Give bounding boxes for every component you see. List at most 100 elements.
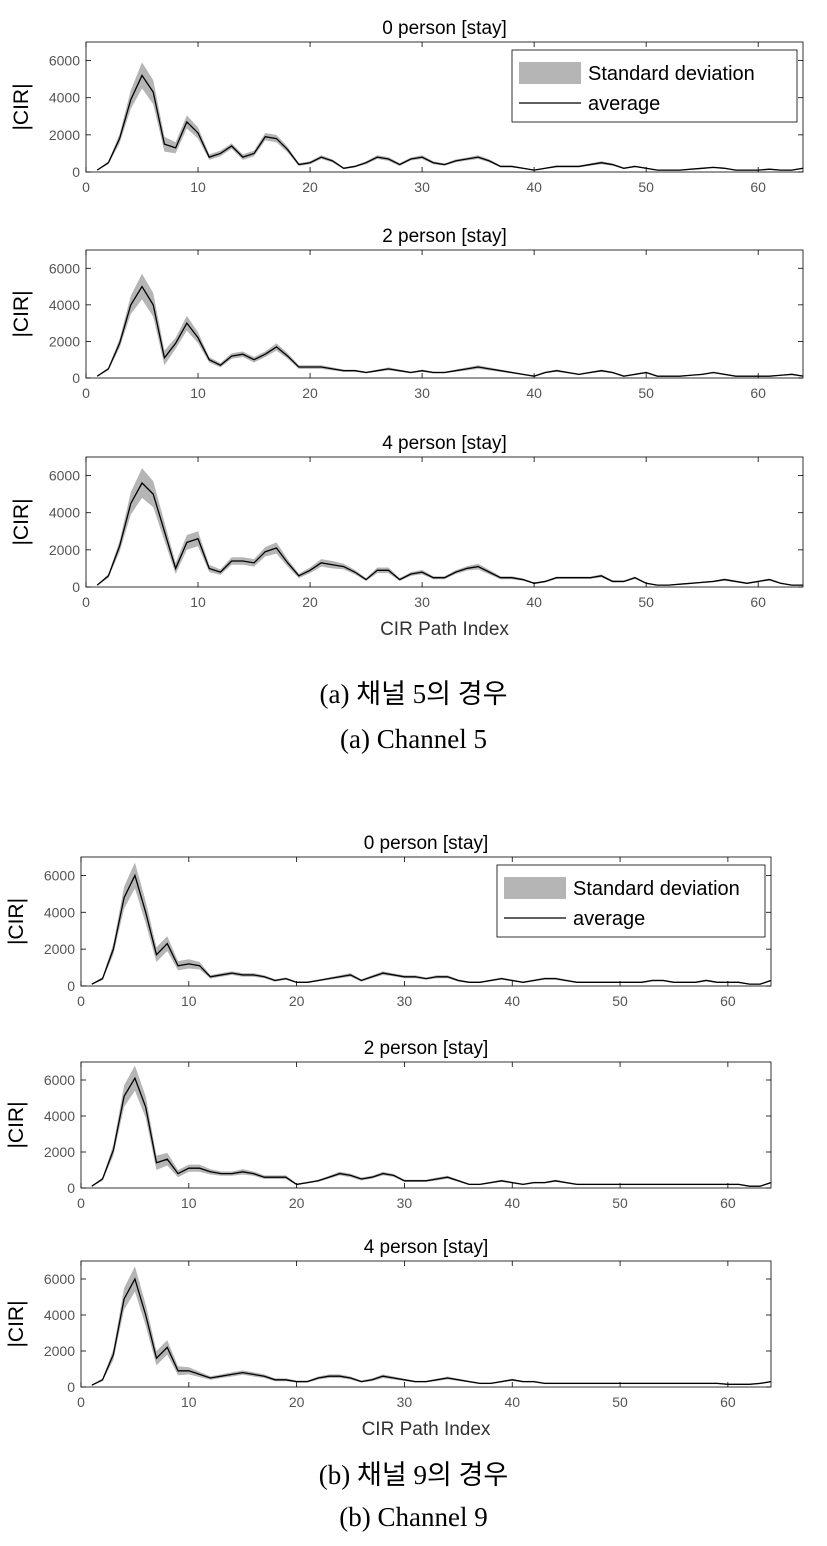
y-tick-label: 2000 bbox=[44, 941, 75, 957]
y-tick-label: 0 bbox=[67, 978, 75, 994]
caption-a-korean: (a) 채널 5의 경우 bbox=[319, 679, 508, 709]
x-tick-label: 0 bbox=[82, 179, 90, 195]
chart-panel-2: 0 10 20 30 40 50 60 0 2000 4000 6000 2 person [stay… bbox=[10, 226, 804, 401]
legend-avg-label: average bbox=[588, 93, 660, 115]
x-tick-label: 20 bbox=[302, 594, 318, 610]
y-tick-label: 4000 bbox=[44, 1108, 75, 1124]
x-tick-label: 30 bbox=[397, 993, 413, 1009]
x-tick-label: 40 bbox=[526, 385, 542, 401]
x-tick-label: 60 bbox=[750, 385, 766, 401]
legend-std-label: Standard deviation bbox=[588, 63, 755, 85]
chart-panel-4: 0 10 20 30 40 50 60 0 2000 4000 6000 0 person [stay… bbox=[5, 833, 772, 1009]
y-tick-label: 0 bbox=[72, 579, 80, 595]
plot-frame bbox=[85, 249, 804, 379]
x-tick-label: 40 bbox=[526, 179, 542, 195]
plot-frame bbox=[80, 1260, 772, 1388]
panel-title: 0 person [stay] bbox=[364, 833, 489, 854]
y-axis-label: |CIR| bbox=[5, 1300, 28, 1347]
y-tick-label: 0 bbox=[67, 1180, 75, 1196]
y-tick-label: 0 bbox=[67, 1379, 75, 1395]
x-tick-label: 0 bbox=[77, 993, 85, 1009]
x-tick-label: 50 bbox=[638, 179, 654, 195]
x-tick-label: 40 bbox=[504, 1394, 520, 1410]
average-line bbox=[96, 481, 803, 586]
legend-avg-label: average bbox=[573, 908, 645, 930]
std-band bbox=[97, 273, 803, 377]
average-line bbox=[96, 285, 804, 377]
legend-std-swatch bbox=[519, 62, 581, 84]
chart-panel-5: 0 10 20 30 40 50 60 0 2000 4000 6000 2 person [stay… bbox=[5, 1038, 772, 1211]
caption-b-korean: (b) 채널 9의 경우 bbox=[318, 1460, 509, 1490]
chart-panel-6: 0 10 20 30 40 50 60 0 2000 4000 6000 4 person [stay… bbox=[5, 1237, 772, 1440]
x-axis-label: CIR Path Index bbox=[380, 619, 509, 640]
x-tick-label: 30 bbox=[414, 594, 430, 610]
x-tick-label: 10 bbox=[181, 1195, 197, 1211]
average-line bbox=[96, 74, 804, 171]
y-tick-label: 2000 bbox=[49, 127, 80, 143]
x-tick-label: 0 bbox=[82, 594, 90, 610]
y-tick-label: 2000 bbox=[49, 333, 80, 349]
plot-frame bbox=[85, 456, 804, 588]
caption-b-english: (b) Channel 9 bbox=[339, 1502, 488, 1532]
panel-title: 4 person [stay] bbox=[382, 433, 507, 454]
legend: Standard deviation average bbox=[511, 49, 798, 123]
x-tick-label: 10 bbox=[181, 993, 197, 1009]
x-tick-label: 20 bbox=[302, 385, 318, 401]
x-tick-label: 30 bbox=[397, 1195, 413, 1211]
y-axis-label: |CIR| bbox=[10, 83, 33, 130]
x-tick-label: 50 bbox=[638, 385, 654, 401]
y-tick-label: 2000 bbox=[44, 1343, 75, 1359]
legend-std-label: Standard deviation bbox=[573, 878, 740, 900]
x-axis-label: CIR Path Index bbox=[362, 1419, 491, 1440]
x-tick-label: 20 bbox=[289, 1195, 305, 1211]
x-tick-label: 0 bbox=[77, 1394, 85, 1410]
x-tick-label: 50 bbox=[612, 1195, 628, 1211]
panel-title: 2 person [stay] bbox=[364, 1038, 489, 1059]
panel-title: 2 person [stay] bbox=[382, 226, 507, 247]
x-tick-label: 30 bbox=[397, 1394, 413, 1410]
average-line bbox=[91, 1076, 772, 1187]
y-tick-label: 4000 bbox=[44, 1307, 75, 1323]
average-line bbox=[91, 1277, 772, 1386]
x-tick-label: 60 bbox=[750, 594, 766, 610]
y-tick-label: 4000 bbox=[49, 90, 80, 106]
x-tick-label: 60 bbox=[720, 993, 736, 1009]
legend: Standard deviation average bbox=[496, 864, 766, 938]
x-tick-label: 60 bbox=[720, 1394, 736, 1410]
chart-panel-1: 0 10 20 30 40 50 60 0 2000 4000 6000 0 person [stay… bbox=[10, 18, 804, 195]
x-tick-label: 50 bbox=[612, 1394, 628, 1410]
y-axis-label: |CIR| bbox=[5, 898, 28, 945]
y-tick-label: 6000 bbox=[44, 1072, 75, 1088]
y-axis-label: |CIR| bbox=[5, 1101, 28, 1148]
y-tick-label: 2000 bbox=[49, 542, 80, 558]
y-tick-label: 6000 bbox=[44, 867, 75, 883]
y-tick-label: 4000 bbox=[49, 297, 80, 313]
y-tick-label: 2000 bbox=[44, 1144, 75, 1160]
x-tick-label: 20 bbox=[289, 993, 305, 1009]
x-tick-label: 50 bbox=[612, 993, 628, 1009]
x-tick-label: 10 bbox=[190, 594, 206, 610]
x-tick-label: 20 bbox=[302, 179, 318, 195]
x-tick-label: 0 bbox=[77, 1195, 85, 1211]
y-tick-label: 6000 bbox=[44, 1271, 75, 1287]
y-tick-label: 4000 bbox=[49, 505, 80, 521]
y-tick-label: 6000 bbox=[49, 260, 80, 276]
legend-std-swatch bbox=[504, 877, 566, 899]
x-tick-label: 50 bbox=[638, 594, 654, 610]
caption-a-english: (a) Channel 5 bbox=[340, 724, 487, 754]
x-tick-label: 40 bbox=[504, 1195, 520, 1211]
y-tick-label: 4000 bbox=[44, 904, 75, 920]
panel-title: 0 person [stay] bbox=[382, 18, 507, 39]
y-tick-label: 0 bbox=[72, 164, 80, 180]
x-tick-label: 60 bbox=[720, 1195, 736, 1211]
x-tick-label: 60 bbox=[750, 179, 766, 195]
x-tick-label: 40 bbox=[504, 993, 520, 1009]
x-tick-label: 0 bbox=[82, 385, 90, 401]
y-tick-label: 6000 bbox=[49, 468, 80, 484]
x-tick-label: 20 bbox=[289, 1394, 305, 1410]
x-tick-label: 30 bbox=[414, 179, 430, 195]
y-axis-label: |CIR| bbox=[10, 290, 33, 337]
x-tick-label: 30 bbox=[414, 385, 430, 401]
chart-panel-3: 0 10 20 30 40 50 60 0 2000 4000 6000 4 person [stay… bbox=[10, 433, 804, 640]
